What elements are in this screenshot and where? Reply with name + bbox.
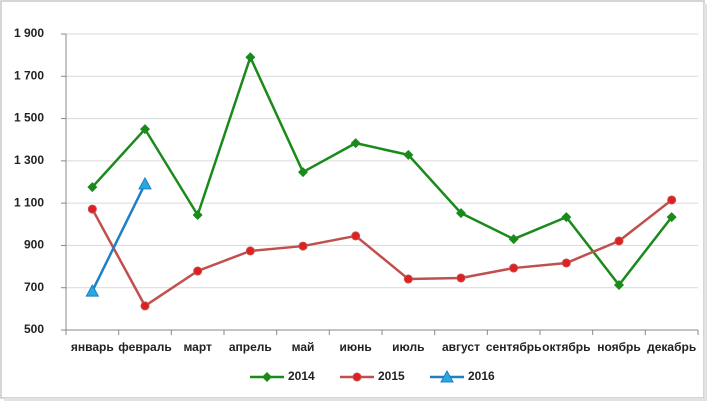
- marker: [456, 208, 466, 219]
- legend-marker: [352, 372, 362, 382]
- x-tick-label: февраль: [118, 340, 171, 354]
- legend-label: 2016: [468, 369, 495, 383]
- marker: [456, 273, 466, 283]
- x-tick-label: май: [292, 340, 315, 354]
- marker: [192, 209, 203, 220]
- x-tick-label: октябрь: [542, 340, 590, 354]
- series-line: [91, 53, 673, 288]
- x-tick-label: июль: [392, 340, 424, 354]
- marker: [193, 266, 203, 276]
- x-tick-label: январь: [71, 340, 114, 354]
- marker: [138, 176, 152, 190]
- marker: [561, 258, 571, 268]
- y-tick-label: 1 900: [14, 26, 44, 40]
- legend-marker: [440, 369, 454, 383]
- x-tick-label: август: [442, 340, 480, 354]
- marker: [245, 246, 255, 256]
- marker: [351, 231, 361, 241]
- series-line: [91, 183, 147, 292]
- y-tick-label: 1 300: [14, 153, 44, 167]
- marker: [245, 52, 256, 63]
- legend-label: 2014: [288, 369, 315, 383]
- marker: [509, 263, 519, 273]
- y-tick-label: 700: [24, 280, 44, 294]
- marker: [666, 212, 677, 223]
- legend-marker: [262, 372, 272, 382]
- series-line: [91, 198, 673, 308]
- marker: [140, 124, 150, 135]
- x-tick-label: июнь: [340, 340, 372, 354]
- marker: [667, 195, 677, 205]
- y-tick-label: 1 700: [14, 68, 44, 82]
- y-tick-label: 1 500: [14, 111, 44, 125]
- marker: [561, 212, 572, 223]
- marker: [140, 301, 150, 311]
- legend-label: 2015: [378, 369, 405, 383]
- y-tick-label: 900: [24, 238, 44, 252]
- marker: [350, 138, 361, 149]
- marker: [87, 204, 97, 214]
- frame-shadow: [704, 4, 707, 400]
- marker: [298, 167, 308, 178]
- marker: [614, 236, 624, 246]
- marker: [298, 241, 308, 251]
- y-tick-label: 500: [24, 322, 44, 336]
- marker: [508, 234, 519, 245]
- x-tick-label: март: [183, 340, 212, 354]
- frame-shadow: [4, 398, 707, 401]
- marker: [85, 284, 100, 297]
- x-tick-label: апрель: [229, 340, 272, 354]
- marker: [403, 149, 414, 160]
- x-tick-label: декабрь: [647, 340, 696, 354]
- marker: [403, 274, 413, 284]
- y-tick-label: 1 100: [14, 195, 44, 209]
- marker: [87, 182, 98, 193]
- marker: [614, 279, 624, 290]
- x-tick-label: ноябрь: [597, 340, 641, 354]
- x-tick-label: сентябрь: [486, 340, 542, 354]
